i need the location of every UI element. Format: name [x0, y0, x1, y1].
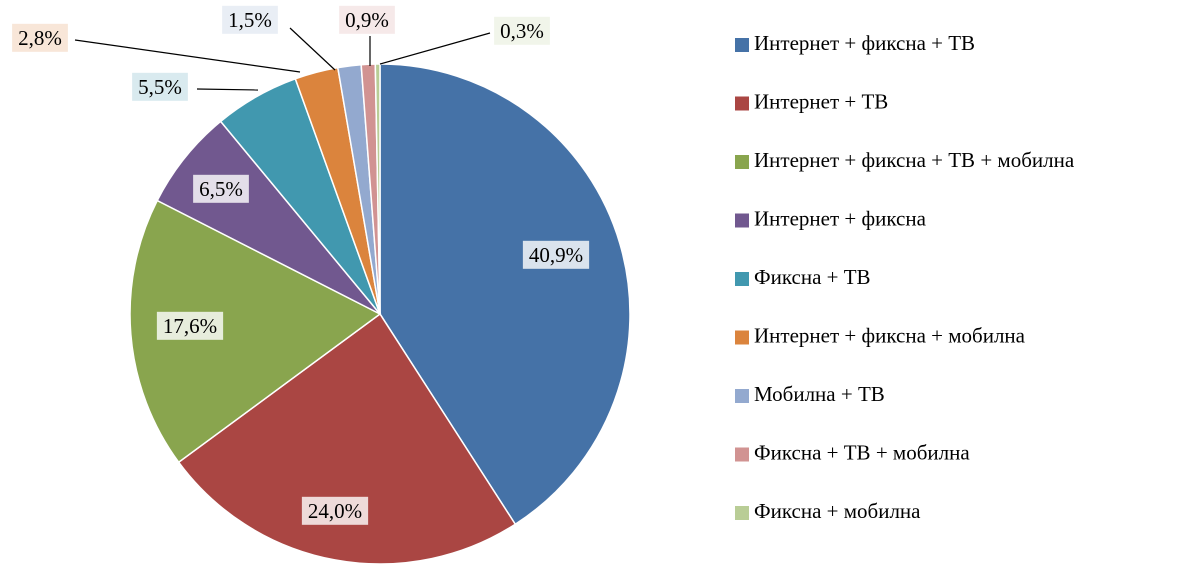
data-label-group: 0,3%	[494, 16, 550, 45]
data-label: 17,6%	[163, 314, 217, 338]
data-label-group: 1,5%	[222, 5, 278, 34]
data-label: 40,9%	[529, 243, 583, 267]
data-label-group: 0,9%	[339, 5, 395, 34]
data-label-box	[301, 496, 369, 525]
data-label-group: 5,5%	[132, 72, 188, 101]
legend-swatch	[735, 213, 749, 228]
data-label-box	[12, 23, 68, 52]
pie-slice	[379, 63, 631, 526]
legend-label: Фиксна + ТВ + мобилна	[754, 440, 970, 464]
legend-swatch	[735, 447, 749, 462]
legend-label: Фиксна + ТВ	[754, 265, 871, 289]
legend-label: Интернет + фиксна + мобилна	[754, 323, 1026, 347]
pie-slice	[177, 312, 517, 565]
data-label-box	[494, 16, 550, 45]
data-label: 0,3%	[500, 19, 544, 43]
leader-line	[196, 88, 259, 91]
legend-swatch	[735, 38, 749, 52]
legend-swatch	[735, 330, 749, 345]
legend-label: Фиксна + мобилна	[754, 499, 921, 523]
legend-label: Мобилна + ТВ	[754, 382, 885, 406]
data-label: 6,5%	[199, 177, 243, 201]
legend-label: Интернет + фиксна	[754, 206, 927, 230]
data-label: 1,5%	[228, 8, 272, 32]
legend-label: Интернет + фиксна + ТВ + мобилна	[754, 148, 1075, 172]
legend-swatch	[735, 506, 749, 520]
data-label-group: 2,8%	[12, 23, 68, 52]
legend-label: Интернет + фиксна + ТВ	[754, 31, 975, 55]
data-label: 5,5%	[138, 75, 182, 99]
legend-swatch	[735, 272, 749, 286]
pie-slice	[129, 199, 382, 464]
leader-line	[74, 39, 301, 73]
leader-line	[289, 27, 336, 71]
pie-slice	[374, 63, 381, 315]
legend-swatch	[735, 96, 749, 111]
data-label-box	[522, 240, 590, 269]
legend-swatch	[735, 389, 749, 403]
data-label-group: 40,9%	[522, 240, 590, 269]
data-label-box	[339, 5, 395, 34]
data-label: 24,0%	[308, 499, 362, 523]
data-label-group: 17,6%	[156, 311, 224, 340]
data-label-box	[132, 72, 188, 101]
leader-line	[379, 32, 491, 65]
data-label-box	[193, 174, 249, 203]
data-label-group: 24,0%	[301, 496, 369, 525]
legend-label: Интернет + ТВ	[754, 89, 888, 113]
legend-swatch	[735, 155, 749, 169]
data-label: 0,9%	[345, 8, 389, 32]
data-label-box	[156, 311, 224, 340]
data-label-box	[222, 5, 278, 34]
data-label-group: 6,5%	[193, 174, 249, 203]
data-label: 2,8%	[18, 26, 62, 50]
